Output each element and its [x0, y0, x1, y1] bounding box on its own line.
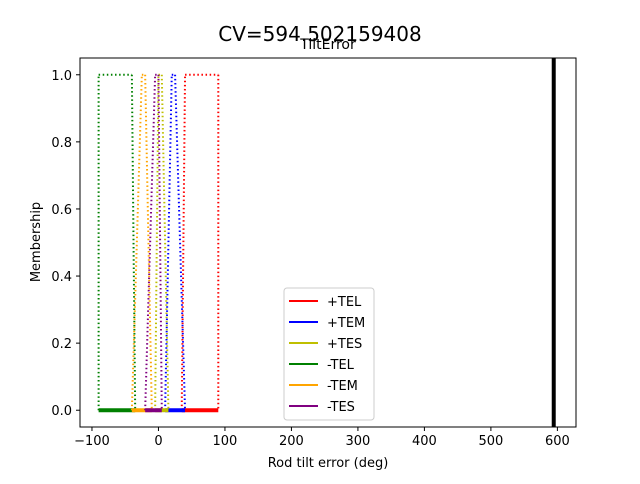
series-layer [97, 73, 220, 413]
y-tick-label: 0.6 [51, 203, 72, 218]
x-tick-label: 400 [412, 434, 437, 449]
x-tick-label: 200 [279, 434, 304, 449]
y-tick-label: 0.2 [51, 337, 72, 352]
legend-label: -TEM [327, 379, 358, 394]
legend-entry-minus-tes: -TES [289, 400, 355, 415]
x-axis-label: Rod tilt error (deg) [268, 456, 389, 471]
plot-area-frame [79, 57, 577, 428]
y-tick-label: 0.8 [51, 136, 72, 151]
y-tick-label: 1.0 [51, 69, 72, 84]
x-axis-ticks: −100 0 100 200 300 400 500 600 [74, 427, 570, 449]
series-segment [154, 74, 160, 411]
series-segment [144, 74, 153, 411]
series-segment [164, 74, 173, 411]
legend-label: +TEM [327, 316, 365, 331]
x-tick-label: 500 [478, 434, 503, 449]
legend-label: -TES [327, 400, 355, 415]
series-segment [130, 74, 143, 411]
legend-entry-plusminus-tem: +TEM [289, 316, 365, 331]
series-segment [160, 74, 170, 411]
legend-label: +TEL [327, 295, 362, 310]
series-segment [180, 74, 187, 411]
series-segment [157, 74, 163, 411]
x-tick-label: 600 [545, 434, 570, 449]
legend-entry-plusminus-tel: +TEL [289, 295, 362, 310]
series-segment [130, 74, 137, 411]
series-segment [174, 74, 187, 411]
legend-entry-plusminus-tes: +TES [289, 337, 362, 352]
y-tick-label: 0.0 [51, 404, 72, 419]
series-minus-tes [144, 73, 163, 413]
y-axis-label: Membership [29, 202, 44, 282]
x-tick-label: 100 [213, 434, 238, 449]
legend: +TEL +TEM +TES -TEL -TEM -TES [283, 287, 375, 421]
chart-suptitle: CV=594.502159408 [218, 22, 421, 46]
legend-entry-minus-tel: -TEL [289, 358, 355, 373]
x-tick-label: 0 [154, 434, 162, 449]
series-minus-tem [130, 73, 153, 413]
legend-label: +TES [327, 337, 362, 352]
y-tick-label: 0.4 [51, 270, 72, 285]
y-axis-ticks: 0.0 0.2 0.4 0.6 0.8 1.0 [51, 69, 80, 419]
series-plusminus-tel [180, 73, 220, 413]
chart-title: TiltError [299, 37, 356, 53]
series-minus-tel [97, 73, 137, 413]
legend-label: -TEL [327, 358, 355, 373]
legend-entry-minus-tem: -TEM [289, 379, 358, 394]
x-tick-label: −100 [74, 434, 110, 449]
series-segment [144, 74, 157, 411]
x-tick-label: 300 [346, 434, 371, 449]
